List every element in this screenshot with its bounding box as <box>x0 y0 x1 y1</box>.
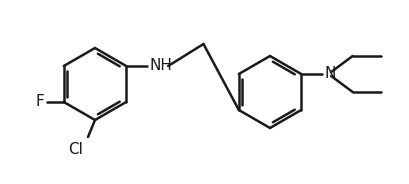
Text: F: F <box>35 95 44 109</box>
Text: Cl: Cl <box>68 142 83 157</box>
Text: N: N <box>324 66 335 82</box>
Text: NH: NH <box>149 59 172 73</box>
